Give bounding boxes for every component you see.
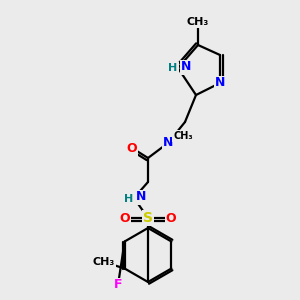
- Text: N: N: [136, 190, 146, 203]
- Text: H: H: [124, 194, 134, 204]
- Text: CH₃: CH₃: [173, 131, 193, 141]
- Text: CH₃: CH₃: [93, 257, 115, 267]
- Text: CH₃: CH₃: [187, 17, 209, 27]
- Text: N: N: [215, 76, 225, 89]
- Text: N: N: [163, 136, 173, 149]
- Text: O: O: [127, 142, 137, 154]
- Text: O: O: [120, 212, 130, 224]
- Text: O: O: [166, 212, 176, 224]
- Text: H: H: [168, 63, 178, 73]
- Text: F: F: [114, 278, 122, 292]
- Text: N: N: [181, 61, 191, 74]
- Text: S: S: [143, 211, 153, 225]
